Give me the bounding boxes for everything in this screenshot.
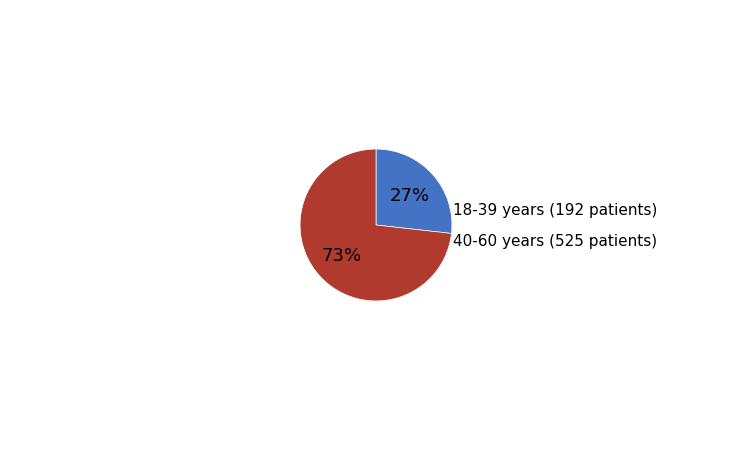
Legend: 18-39 years (192 patients), 40-60 years (525 patients): 18-39 years (192 patients), 40-60 years … (420, 197, 664, 254)
Text: 73%: 73% (322, 247, 362, 265)
Text: 27%: 27% (390, 186, 430, 204)
Wedge shape (376, 150, 452, 234)
Wedge shape (300, 150, 451, 301)
